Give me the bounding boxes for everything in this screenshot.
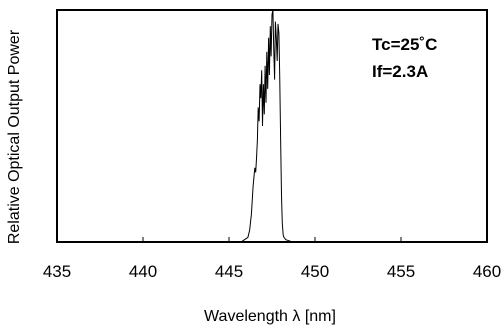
x-tick-label-450: 450 <box>301 262 329 281</box>
x-tick-label-460: 460 <box>473 262 501 281</box>
x-axis-title: Wavelength λ [nm] <box>204 308 336 325</box>
y-axis-title: Relative Optical Output Power <box>6 29 23 244</box>
plot-frame <box>56 9 488 243</box>
annotation-temperature: Tc=25˚C <box>372 35 437 54</box>
x-tick-label-445: 445 <box>215 262 243 281</box>
x-tick-label-440: 440 <box>129 262 157 281</box>
x-tick-labels: 435 440 445 450 455 460 <box>43 262 501 281</box>
x-tick-label-435: 435 <box>43 262 71 281</box>
series-line <box>240 9 298 243</box>
x-tick-label-455: 455 <box>387 262 415 281</box>
x-ticks <box>56 237 488 242</box>
annotation-current: If=2.3A <box>372 62 428 81</box>
